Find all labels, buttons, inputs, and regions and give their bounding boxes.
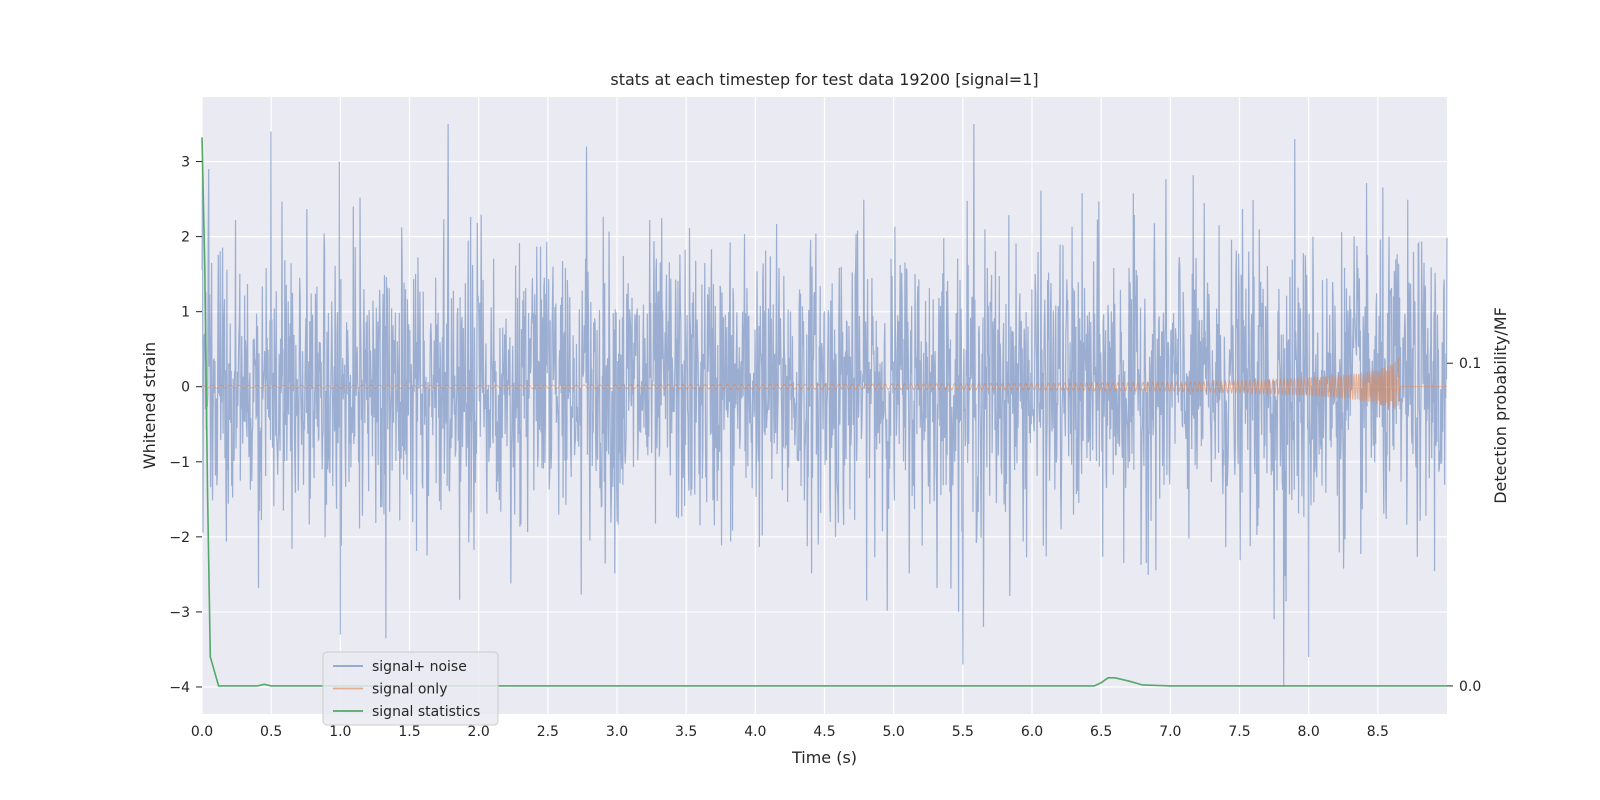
y-tick-label-0: 3 [181,155,190,171]
x-tick-label-2: 1.0 [329,724,351,740]
x-tick-label-12: 6.0 [1021,724,1043,740]
x-tick-label-17: 8.5 [1367,724,1389,740]
x-tick-label-8: 4.0 [744,724,766,740]
legend-label-2: signal statistics [372,704,480,720]
x-tick-label-0: 0.0 [191,724,213,740]
series-signal-plus-noise [201,124,1448,687]
x-tick-label-3: 1.5 [398,724,420,740]
series-signal-statistics [201,137,1447,687]
x-axis-label: Time (s) [791,748,857,767]
chart-title: stats at each timestep for test data 192… [610,70,1038,89]
y2-tick-label-1: 0.0 [1459,679,1481,695]
y2-tick-label-0: 0.1 [1459,356,1481,372]
y2-axis-label: Detection probability/MF [1491,307,1510,504]
y-axis-label: Whitened strain [140,342,159,469]
x-tick-label-14: 7.0 [1159,724,1181,740]
legend-box [322,651,499,726]
y-tick-label-1: 2 [181,230,190,246]
signal-only-line [201,358,1447,410]
x-tick-label-5: 2.5 [537,724,559,740]
y-tick-label-5: −2 [169,530,190,546]
y-tick-label-7: −4 [169,680,190,696]
x-tick-label-6: 3.0 [606,724,628,740]
x-tick-label-7: 3.5 [675,724,697,740]
y-tick-label-6: −3 [169,605,190,621]
x-tick-label-1: 0.5 [260,724,282,740]
x-tick-label-11: 5.5 [952,724,974,740]
signal-statistics-line [201,137,1447,687]
legend-label-1: signal only [372,682,447,698]
x-tick-label-16: 8.0 [1298,724,1320,740]
signal-plus-noise-line [201,124,1448,687]
x-tick-label-10: 5.0 [883,724,905,740]
series-signal-only [201,358,1447,410]
y-tick-label-2: 1 [181,305,190,321]
y-tick-label-4: −1 [169,455,190,471]
x-tick-label-13: 6.5 [1090,724,1112,740]
legend: signal+ noise signal only signal statistic… [322,651,499,726]
legend-label-0: signal+ noise [372,659,467,675]
axes: 0.0 0.5 1.0 1.5 2.0 2.5 3.0 3.5 4.0 4.5 5.0 5.5 6.0 6… [169,155,1481,740]
y-tick-label-3: 0 [181,380,190,396]
x-tick-label-15: 7.5 [1228,724,1250,740]
x-tick-label-9: 4.5 [813,724,835,740]
x-tick-label-4: 2.0 [468,724,490,740]
